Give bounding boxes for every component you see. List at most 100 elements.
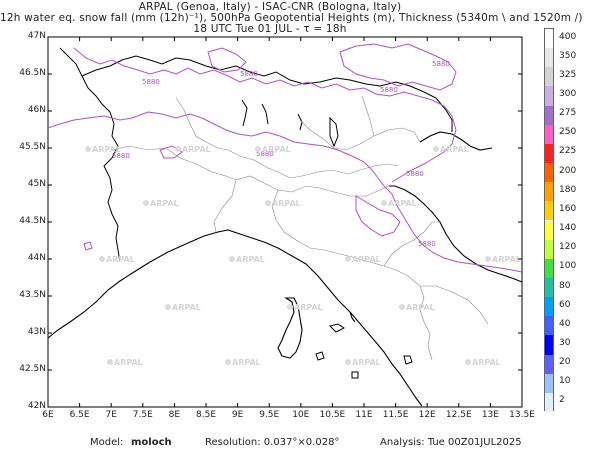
lon-label: 11E <box>355 410 373 420</box>
watermark-text: ARPAL <box>182 145 211 154</box>
lat-label: 44N <box>27 253 46 263</box>
coastline <box>47 131 523 407</box>
colorbar-label: 200 <box>559 165 577 176</box>
watermark-text: ARPAL <box>232 358 261 367</box>
contour-loop-e <box>159 145 183 159</box>
lon-label: 11.5E <box>382 410 409 420</box>
watermark-logo-icon <box>345 359 351 365</box>
watermark-text: ARPAL <box>492 255 521 264</box>
watermark-text: ARPAL <box>236 255 265 264</box>
colorbar-label: 400 <box>559 31 577 42</box>
colorbar-label: 80 <box>559 280 571 291</box>
lat-label: 43N <box>27 327 46 337</box>
contour-label: 5880 <box>240 70 258 78</box>
national-border <box>59 47 453 263</box>
colorbar-segment <box>545 258 553 278</box>
watermark-text: ARPAL <box>114 358 143 367</box>
lon-label: 6E <box>42 410 54 420</box>
lon-label: 9.5E <box>259 410 280 420</box>
contour-label: 5880 <box>112 152 130 160</box>
lon-label: 8.5E <box>196 410 216 420</box>
colorbar-segment <box>545 316 553 336</box>
contour-label: 5880 <box>432 60 450 68</box>
colorbar-segment <box>545 239 553 259</box>
header-line-2: 12h water eq. snow fall (mm (12h)⁻¹), 50… <box>0 12 583 24</box>
lon-label: 6.5E <box>69 410 90 420</box>
watermark-logo-icon <box>229 256 235 262</box>
analysis: Analysis: Tue 00Z01JUL2025 <box>380 437 522 448</box>
lat-label: 43.5N <box>19 290 46 300</box>
lon-label: 7E <box>105 410 117 420</box>
header-line-1: ARPAL (Genoa, Italy) - ISAC-CNR (Bologna… <box>138 1 402 13</box>
contour-label: 5880 <box>418 240 436 248</box>
colorbar-label: 180 <box>559 184 577 195</box>
watermark-logo-icon <box>345 256 351 262</box>
colorbar-label: 120 <box>559 242 577 253</box>
contour-loop-d <box>83 241 93 251</box>
watermark-logo-icon <box>381 200 387 206</box>
elba-outline <box>329 323 345 333</box>
watermarks: ARPAL ARPAL ARPAL ARPAL ARPAL ARPAL ARPAL ARPAL… <box>85 145 521 367</box>
colorbar-label: 160 <box>559 203 577 214</box>
colorbar-label: 10 <box>559 376 571 387</box>
watermark-logo-icon <box>225 359 231 365</box>
geopotential-contours <box>47 43 523 273</box>
contour-5880-main <box>47 111 523 273</box>
lon-label: 12.5E <box>445 410 472 420</box>
lat-label: 45.5N <box>19 142 46 152</box>
lat-label: 42.5N <box>19 364 46 374</box>
colorbar-segment <box>545 392 553 412</box>
lat-label: 46.5N <box>19 68 46 78</box>
colorbar-segment <box>545 373 553 393</box>
watermark-text: ARPAL <box>440 145 469 154</box>
watermark-text: ARPAL <box>106 255 135 264</box>
corsica-outline <box>277 297 303 359</box>
watermark-logo-icon <box>165 304 171 310</box>
contour-label: 5880 <box>142 78 160 86</box>
colorbar-segment <box>545 29 553 49</box>
map-frame <box>47 36 523 408</box>
watermark-logo-icon <box>99 256 105 262</box>
colorbar-segment <box>545 86 553 106</box>
watermark-logo-icon <box>85 146 91 152</box>
watermark-text: ARPAL <box>150 199 179 208</box>
colorbar-label: 225 <box>559 146 577 157</box>
watermark-text: ARPAL <box>92 145 121 154</box>
contour-loop-c <box>355 195 401 237</box>
watermark-text: ARPAL <box>388 199 417 208</box>
colorbar-label: 20 <box>559 357 571 368</box>
island-outline <box>315 351 413 379</box>
lat-label: 47N <box>27 31 46 41</box>
colorbar-label: 2 <box>559 395 565 406</box>
colorbar-segment <box>545 124 553 144</box>
model-value: moloch <box>131 437 172 448</box>
colorbar-label: 350 <box>559 50 577 61</box>
watermark-text: ARPAL <box>172 303 201 312</box>
lat-label: 46N <box>27 105 46 115</box>
regional-borders <box>111 95 489 361</box>
model-label: Model: <box>90 437 124 448</box>
watermark-logo-icon <box>175 146 181 152</box>
colorbar-segment <box>545 143 553 164</box>
colorbar-segment <box>545 201 553 221</box>
contour-label: 5880 <box>256 150 274 158</box>
watermark-text: ARPAL <box>262 145 291 154</box>
colorbar-label: 100 <box>559 261 577 272</box>
lon-label: 8E <box>168 410 181 420</box>
colorbar-label: 300 <box>559 89 577 100</box>
lon-label: 7.5E <box>132 410 153 420</box>
contour-5880-north <box>73 47 457 183</box>
axis-ticks <box>47 36 523 408</box>
header-line-3: 18 UTC Tue 01 JUL - τ = 18h <box>193 23 347 35</box>
watermark-logo-icon <box>465 359 471 365</box>
watermark-logo-icon <box>143 200 149 206</box>
colorbar-segment <box>545 297 553 317</box>
lat-label: 42N <box>27 401 46 411</box>
colorbar <box>544 28 554 412</box>
colorbar-label: 40 <box>559 318 571 329</box>
watermark-text: ARPAL <box>294 303 323 312</box>
watermark-logo-icon <box>485 256 491 262</box>
contour-label: 5880 <box>380 86 398 94</box>
watermark-logo-icon <box>433 146 439 152</box>
